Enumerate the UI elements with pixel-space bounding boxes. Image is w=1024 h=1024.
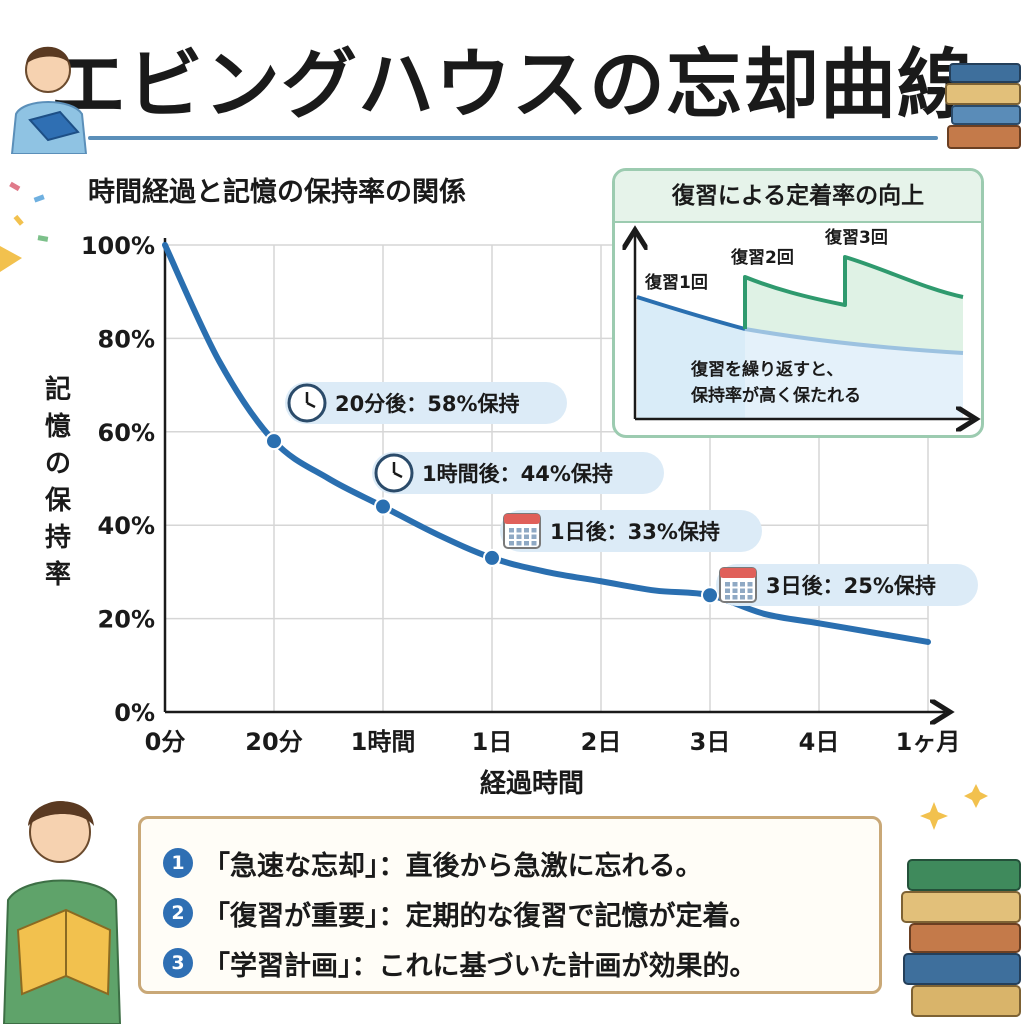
inset-label-review-2: 復習2回 [730,247,794,268]
title-area: エビングハウスの忘却曲線 [0,40,1024,130]
y-tick-label: 20% [98,606,155,634]
y-tick-label: 100% [81,232,155,260]
x-tick-labels: 0分 20分 1時間 1日 2日 3日 4日 1ヶ月 [145,728,961,756]
retention-callout: 1日後：33%保持 [500,510,762,552]
data-point-marker [265,432,283,451]
calendar-icon [719,567,757,603]
callout-bubble [285,382,567,424]
inset-label-review-1: 復習1回 [644,272,708,293]
key-point-text: 「学習計画」：これに基づいた計画が効果的。 [203,950,757,982]
student-reading-icon [2,801,122,1024]
calendar-icon [503,513,541,549]
retention-callout: 1時間後：44%保持 [372,452,664,494]
callout-bubble [372,452,664,494]
y-axis-title: 記憶の保持率 [44,374,72,590]
x-tick-label: 4日 [799,728,840,756]
data-point-marker [701,586,719,605]
callout-bubble [716,564,978,606]
title-divider [88,136,938,140]
y-tick-label: 40% [98,512,155,540]
number-badge: 3 [163,948,193,978]
review-effect-chart: 復習1回 復習2回 復習3回 復習を繰り返すと、 保持率が高く保たれる [615,171,984,438]
key-point-row: 1 「急速な忘却」：直後から急激に忘れる。 [163,841,879,885]
chart-axes [163,238,945,712]
retention-callout: 20分後：58%保持 [285,382,567,424]
inset-note-line-1: 復習を繰り返すと、 [690,359,843,380]
student-reading-icon [10,46,88,154]
y-axis-title-char: の [45,449,71,479]
confetti-icon [0,181,49,272]
y-tick-label: 80% [98,325,155,353]
key-point-text: 「復習が重要」：定期的な復習で記憶が定着。 [203,900,757,932]
retention-callout: 3日後：25%保持 [716,564,978,606]
y-axis-title-char: 記 [45,374,71,405]
retention-callouts: 20分後：58%保持 1時間後：44%保持 1日後：33%保持 3日後：25%保持 [285,382,978,606]
inset-title: 復習による定着率の向上 [615,171,981,223]
y-axis-title-char: 保 [44,486,72,516]
key-point-text: 「急速な忘却」：直後から急激に忘れる。 [203,850,703,882]
key-point-row: 3 「学習計画」：これに基づいた計画が効果的。 [163,941,879,985]
chart-subtitle: 時間経過と記憶の保持率の関係 [88,177,466,208]
inset-base-fill [637,297,745,419]
y-axis-title-char: 率 [45,559,71,590]
data-point-marker [483,548,501,567]
curve-markers [265,432,719,605]
x-tick-label: 1日 [472,728,513,756]
x-axis-title: 経過時間 [480,768,584,799]
number-badge: 1 [163,848,193,878]
number-badge: 2 [163,898,193,928]
clock-icon [374,453,414,493]
x-tick-label: 1時間 [351,728,416,756]
x-tick-label: 20分 [245,728,302,756]
y-axis-title-char: 憶 [45,412,71,442]
x-tick-label: 2日 [581,728,622,756]
y-tick-label: 60% [98,419,155,447]
x-tick-label: 3日 [690,728,731,756]
y-axis-title-char: 持 [45,523,71,553]
callout-text: 1日後：33%保持 [550,520,720,544]
data-point-marker [374,497,392,516]
inset-note-line-2: 保持率が高く保たれる [690,385,861,406]
x-tick-label: 0分 [145,728,186,756]
callout-text: 3日後：25%保持 [766,574,936,598]
sparkle-icon [920,784,988,830]
callout-text: 1時間後：44%保持 [422,462,613,486]
page-title: エビングハウスの忘却曲線 [50,40,974,129]
book-stack-icon [945,63,1021,149]
callout-text: 20分後：58%保持 [335,392,520,416]
key-points-box: 1 「急速な忘却」：直後から急激に忘れる。 2 「復習が重要」：定期的な復習で記… [138,816,882,994]
book-stack-icon [901,859,1021,1017]
inset-base-lower-fill [745,329,963,419]
y-tick-labels: 0% 20% 40% 60% 80% 100% [81,232,155,727]
clock-icon [287,383,327,423]
callout-bubble [500,510,762,552]
inset-label-review-3: 復習3回 [824,227,888,248]
review-effect-panel: 復習による定着率の向上 復習1回 復習2回 復習3回 復習を繰り返すと、 保持率… [612,168,984,438]
y-tick-label: 0% [114,699,155,727]
x-tick-label: 1ヶ月 [896,728,961,756]
inset-base-line [636,295,746,331]
key-point-row: 2 「復習が重要」：定期的な復習で記憶が定着。 [163,891,879,935]
inset-review-line [743,255,964,329]
inset-forgetting-decay-line [744,327,964,355]
